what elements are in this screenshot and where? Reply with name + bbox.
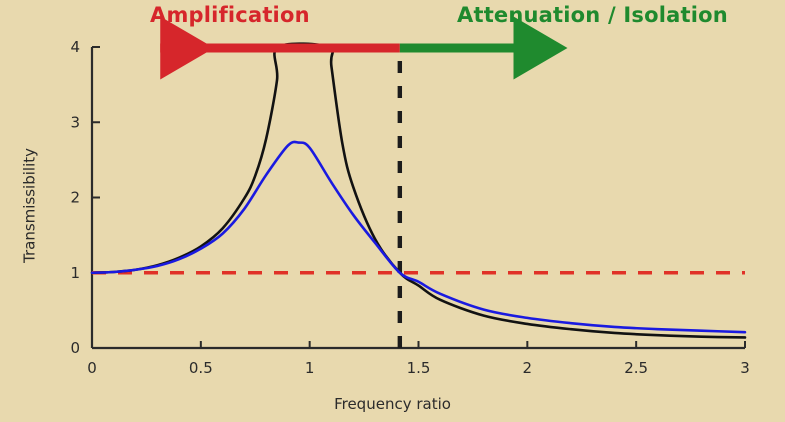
x-tick-label: 1 [305, 359, 315, 377]
attenuation-region-label: Attenuation / Isolation [457, 3, 728, 27]
x-tick-label: 0.5 [189, 359, 213, 377]
x-tick-label: 1.5 [407, 359, 431, 377]
x-axis-title: Frequency ratio [334, 395, 451, 413]
y-axis-title: Transmissibility [20, 148, 39, 263]
amplification-region-label: Amplification [150, 3, 310, 27]
y-tick-label: 3 [70, 113, 80, 131]
y-tick-label: 0 [70, 339, 80, 357]
x-tick-label: 3 [740, 359, 750, 377]
x-tick-label: 2.5 [624, 359, 648, 377]
tick-labels: 0 0.5 1 1.5 2 2.5 3 0 1 2 3 4 [70, 38, 749, 377]
y-tick-label: 1 [70, 264, 80, 282]
y-tick-label: 4 [70, 38, 80, 56]
reference-lines [92, 57, 745, 348]
x-tick-label: 2 [523, 359, 533, 377]
y-tick-label: 2 [70, 189, 80, 207]
plot-axes [90, 46, 746, 350]
x-tick-label: 0 [87, 359, 97, 377]
data-series [90, 42, 747, 339]
series-line [90, 140, 747, 334]
series-line [90, 42, 747, 339]
